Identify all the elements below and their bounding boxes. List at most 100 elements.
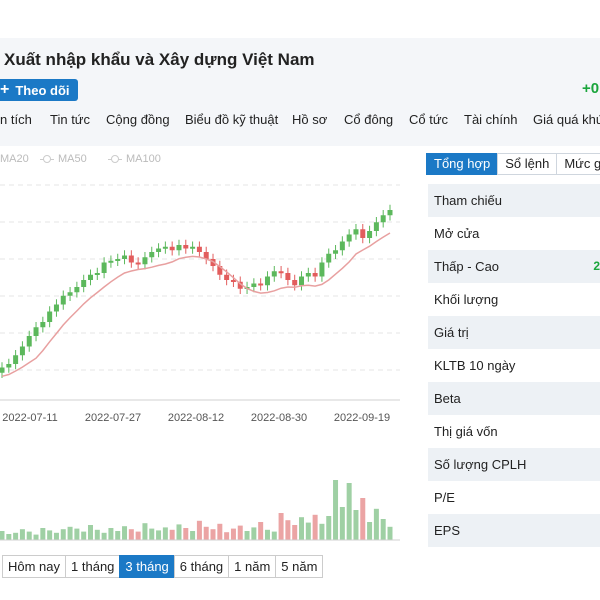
panel-tabs: Tổng hợp Sổ lệnh Mức gi <box>426 153 600 175</box>
candle-body <box>81 280 87 287</box>
candle-body <box>67 292 73 296</box>
stat-row: Khối lượng <box>428 283 600 316</box>
volume-bar <box>60 529 66 540</box>
candle-body <box>176 245 182 251</box>
volume-bar <box>203 526 209 540</box>
nav-item-profile[interactable]: Hồ sơ <box>292 112 328 127</box>
volume-bar <box>196 520 202 540</box>
nav-item-financials[interactable]: Tài chính <box>464 112 518 127</box>
stat-row: Tham chiếu <box>428 184 600 217</box>
stat-row: KLTB 10 ngày <box>428 349 600 382</box>
candle-body <box>299 276 305 286</box>
volume-bar <box>312 514 318 540</box>
candle-body <box>285 273 291 280</box>
volume-bar <box>169 529 175 540</box>
candle-body <box>278 271 284 274</box>
stat-row: P/E <box>428 481 600 514</box>
nav-item-shareholders[interactable]: Cổ đông <box>344 112 394 127</box>
stat-label: P/E <box>434 490 455 505</box>
stat-row: Giá trị <box>428 316 600 349</box>
stat-label: Thấp - Cao <box>434 259 500 274</box>
period-1-month[interactable]: 1 tháng <box>65 555 121 578</box>
stat-label: KLTB 10 ngày <box>434 358 516 373</box>
stat-row: Beta <box>428 382 600 415</box>
volume-bar <box>278 513 284 540</box>
x-tick-label: 2022-08-12 <box>168 412 224 424</box>
candle-body <box>122 255 128 259</box>
candle-body <box>94 273 100 275</box>
volume-bar <box>142 523 148 540</box>
period-3-months[interactable]: 3 tháng <box>119 555 175 578</box>
nav-item-community[interactable]: Cộng đồng <box>106 112 170 127</box>
volume-bar <box>0 531 5 540</box>
volume-bar <box>176 524 182 540</box>
volume-bar <box>210 529 216 540</box>
candle-body <box>0 367 5 373</box>
volume-bar <box>156 530 162 540</box>
ma-line <box>1 232 391 378</box>
candle-body <box>217 266 223 275</box>
legend-ma20-label: MA20 <box>0 153 29 165</box>
nav-item-news[interactable]: Tin tức <box>50 112 91 127</box>
candle-body <box>169 246 175 251</box>
candle-body <box>326 253 332 263</box>
tab-price-levels[interactable]: Mức gi <box>556 153 600 175</box>
period-1-year[interactable]: 1 năm <box>228 555 277 578</box>
nav-item-technical-chart[interactable]: Biểu đồ kỹ thuật <box>185 112 279 127</box>
candle-body <box>346 234 352 242</box>
nav-item-price-history[interactable]: Giá quá khứ <box>533 112 600 127</box>
volume-bar <box>224 532 230 540</box>
candle-body <box>190 246 196 249</box>
stat-label: Mở cửa <box>434 226 480 241</box>
volume-bar <box>353 510 359 540</box>
volume-bar <box>264 529 270 540</box>
period-today[interactable]: Hôm nay <box>2 555 67 578</box>
volume-bar <box>149 528 155 540</box>
volume-bar <box>285 520 291 540</box>
toggle-dot-icon <box>108 154 122 164</box>
candle-body <box>380 215 386 223</box>
period-6-months[interactable]: 6 tháng <box>173 555 230 578</box>
stats-table: Tham chiếu Mở cửa Thấp - Cao 2 Khối lượng… <box>428 184 600 547</box>
follow-button[interactable]: + Theo dõi <box>0 79 78 101</box>
volume-bar <box>367 522 373 540</box>
volume-bar <box>258 522 264 540</box>
legend-ma20[interactable]: MA20 <box>0 153 29 165</box>
volume-bar <box>53 532 59 540</box>
nav-item-dividends[interactable]: Cổ tức <box>409 112 449 127</box>
period-5-years[interactable]: 5 năm <box>275 555 324 578</box>
candle-body <box>367 231 373 238</box>
volume-bar <box>47 530 53 540</box>
candle-body <box>183 245 189 249</box>
candle-body <box>251 283 257 287</box>
volume-bar <box>237 525 243 540</box>
plus-icon: + <box>0 81 10 98</box>
tab-summary[interactable]: Tổng hợp <box>426 153 499 175</box>
candle-body <box>156 248 162 252</box>
tab-order-book[interactable]: Sổ lệnh <box>497 153 558 175</box>
stat-row: Mở cửa <box>428 217 600 250</box>
legend-ma50[interactable]: MA50 <box>40 153 87 165</box>
volume-bar <box>26 531 32 540</box>
candle-body <box>305 273 311 277</box>
candle-body <box>353 229 359 235</box>
volume-bar <box>135 531 141 540</box>
volume-bar <box>40 528 46 540</box>
volume-bar <box>271 531 277 540</box>
volume-bar <box>299 517 305 540</box>
nav-item-analysis[interactable]: n tích <box>0 112 32 127</box>
volume-bar <box>217 523 223 540</box>
volume-bar <box>190 531 196 540</box>
volume-bar <box>251 527 257 540</box>
volume-bar <box>292 525 298 540</box>
volume-bar <box>87 525 93 540</box>
candle-body <box>53 304 59 312</box>
candle-body <box>101 262 107 273</box>
candle-body <box>6 364 12 368</box>
legend-ma100[interactable]: MA100 <box>108 153 161 165</box>
summary-panel <box>420 146 600 586</box>
stat-label: Giá trị <box>434 325 469 340</box>
candle-body <box>74 287 80 293</box>
stock-header <box>0 38 600 146</box>
stat-row: Thấp - Cao 2 <box>428 250 600 283</box>
